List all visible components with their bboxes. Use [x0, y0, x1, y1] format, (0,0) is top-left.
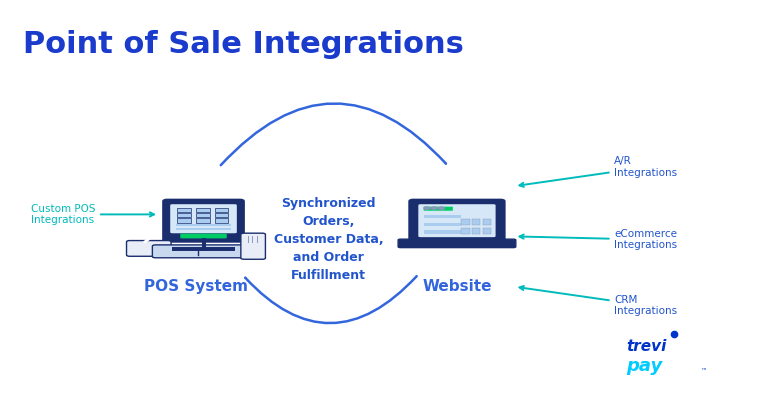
- FancyBboxPatch shape: [215, 213, 228, 217]
- FancyBboxPatch shape: [215, 218, 228, 223]
- FancyBboxPatch shape: [177, 208, 191, 212]
- Text: eCommerce
Integrations: eCommerce Integrations: [519, 229, 677, 250]
- FancyBboxPatch shape: [425, 222, 461, 226]
- FancyBboxPatch shape: [180, 234, 227, 239]
- FancyArrowPatch shape: [245, 276, 417, 323]
- FancyBboxPatch shape: [472, 228, 481, 234]
- Text: CRM
Integrations: CRM Integrations: [519, 286, 677, 316]
- FancyBboxPatch shape: [176, 224, 231, 226]
- Circle shape: [439, 207, 444, 209]
- Circle shape: [431, 207, 437, 209]
- Text: Custom POS
Integrations: Custom POS Integrations: [31, 204, 154, 225]
- FancyBboxPatch shape: [398, 239, 516, 247]
- Text: pay: pay: [626, 357, 662, 375]
- FancyBboxPatch shape: [482, 228, 492, 234]
- Text: A/R
Integrations: A/R Integrations: [519, 156, 677, 187]
- Circle shape: [424, 207, 429, 209]
- Text: POS System: POS System: [144, 279, 248, 294]
- FancyBboxPatch shape: [176, 228, 231, 230]
- FancyBboxPatch shape: [152, 245, 243, 258]
- Text: Synchronized
Orders,
Customer Data,
and Order
Fulfillment: Synchronized Orders, Customer Data, and …: [274, 197, 383, 282]
- FancyBboxPatch shape: [472, 219, 481, 225]
- FancyBboxPatch shape: [425, 215, 461, 218]
- FancyBboxPatch shape: [177, 213, 191, 217]
- FancyBboxPatch shape: [177, 218, 191, 223]
- FancyArrowPatch shape: [220, 104, 446, 165]
- FancyBboxPatch shape: [196, 208, 210, 212]
- FancyBboxPatch shape: [419, 204, 495, 237]
- FancyBboxPatch shape: [127, 241, 171, 256]
- FancyBboxPatch shape: [196, 218, 210, 223]
- FancyBboxPatch shape: [461, 228, 469, 234]
- FancyBboxPatch shape: [409, 200, 505, 242]
- FancyBboxPatch shape: [461, 219, 469, 225]
- Text: trevi: trevi: [626, 339, 667, 354]
- FancyBboxPatch shape: [164, 200, 244, 242]
- Text: Point of Sale Integrations: Point of Sale Integrations: [23, 30, 464, 59]
- FancyBboxPatch shape: [215, 208, 228, 212]
- FancyBboxPatch shape: [482, 219, 492, 225]
- FancyBboxPatch shape: [170, 204, 237, 233]
- FancyBboxPatch shape: [196, 213, 210, 217]
- Text: ™: ™: [700, 369, 706, 374]
- FancyBboxPatch shape: [424, 207, 453, 211]
- FancyBboxPatch shape: [425, 230, 461, 234]
- FancyBboxPatch shape: [241, 233, 266, 259]
- Text: Website: Website: [422, 279, 492, 294]
